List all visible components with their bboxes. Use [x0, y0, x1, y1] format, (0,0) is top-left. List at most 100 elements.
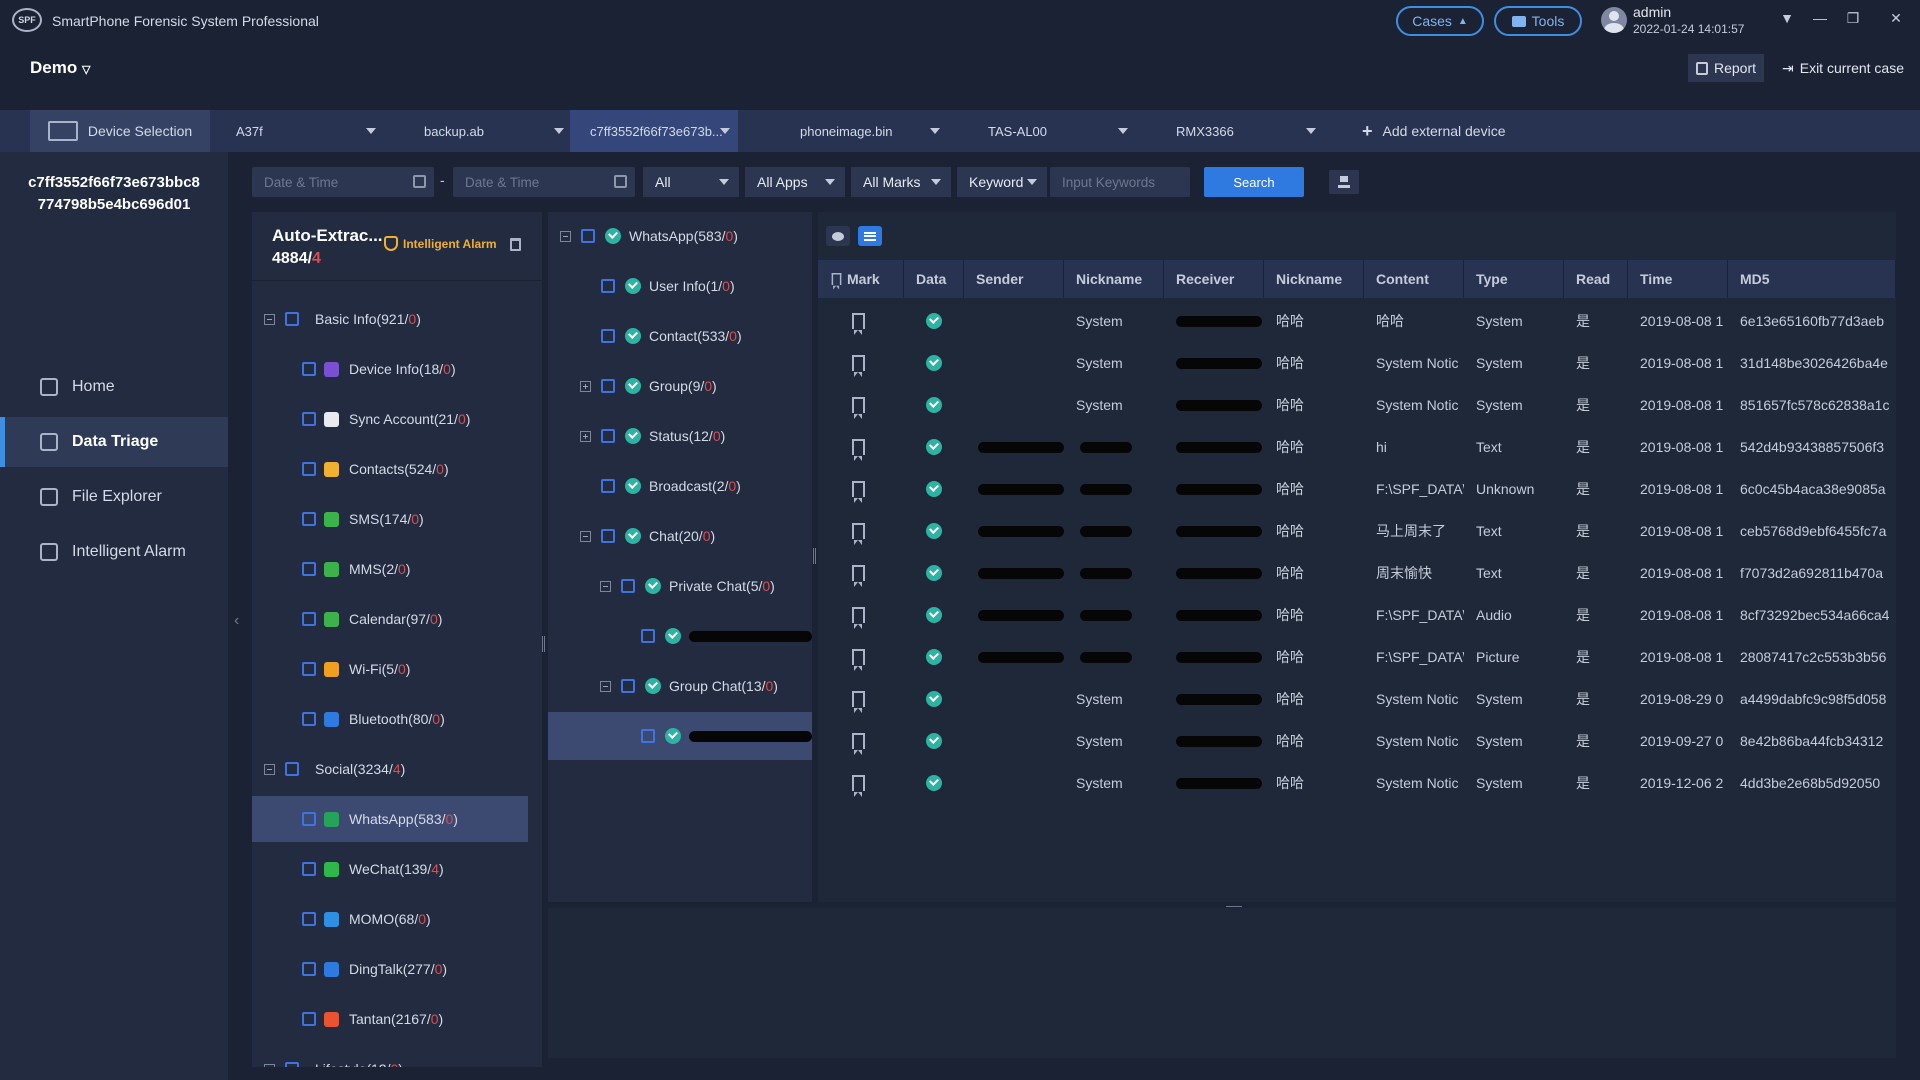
expand-icon[interactable] [580, 430, 591, 442]
category-row[interactable]: MMS(2/0) [252, 546, 542, 592]
checkbox[interactable] [302, 712, 316, 726]
subtree-row[interactable]: Status(12/0) [548, 416, 812, 456]
checkbox[interactable] [285, 312, 299, 326]
table-row[interactable]: 哈哈 F:\SPF_DATA\(Unknown 是 2019-08-08 1 6c0c4… [818, 468, 1896, 510]
checkbox[interactable] [601, 429, 615, 443]
table-row[interactable]: System 哈哈 System Notic System 是 2019-12-06 2 4… [818, 762, 1896, 804]
report-button[interactable]: Report [1688, 54, 1764, 82]
checkbox[interactable] [302, 612, 316, 626]
checkbox[interactable] [601, 479, 615, 493]
search-button[interactable]: Search [1204, 167, 1304, 197]
collapse-icon[interactable] [600, 580, 611, 592]
checkbox[interactable] [302, 412, 316, 426]
category-row[interactable]: Bluetooth(80/0) [252, 696, 542, 742]
list-view-button[interactable] [858, 226, 882, 246]
category-row[interactable]: Sync Account(21/0) [252, 396, 542, 442]
collapse-icon[interactable] [600, 680, 611, 692]
device-tab[interactable]: A37f [236, 110, 384, 152]
nav-item[interactable]: Data Triage [0, 417, 228, 467]
category-row[interactable]: SMS(174/0) [252, 496, 542, 542]
column-header[interactable]: Time [1628, 260, 1728, 298]
device-tab[interactable]: TAS-AL00 [988, 110, 1136, 152]
category-row[interactable]: Social(3234/4) [252, 746, 542, 792]
apps-dropdown[interactable]: All Apps [745, 167, 845, 197]
checkbox[interactable] [302, 912, 316, 926]
marks-dropdown[interactable]: All Marks [851, 167, 951, 197]
expand-icon[interactable] [264, 1063, 275, 1067]
bookmark-icon[interactable] [852, 397, 865, 419]
restore-icon[interactable]: ❐ [1846, 10, 1860, 26]
tools-button[interactable]: Tools [1494, 6, 1582, 36]
user-avatar-icon[interactable] [1601, 7, 1627, 33]
column-header[interactable]: MD5 [1728, 260, 1896, 298]
date-to-field[interactable]: Date & Time [453, 167, 635, 197]
exit-case-button[interactable]: ⇥ Exit current case [1782, 54, 1904, 82]
nav-item[interactable]: File Explorer [0, 472, 228, 522]
column-header[interactable]: Sender [964, 260, 1064, 298]
category-row[interactable]: MOMO(68/0) [252, 896, 542, 942]
category-row[interactable]: Calendar(97/0) [252, 596, 542, 642]
table-row[interactable]: System 哈哈 System Notic System 是 2019-08-08 1 8… [818, 384, 1896, 426]
checkbox[interactable] [302, 462, 316, 476]
chat-view-button[interactable] [826, 226, 850, 246]
bookmark-icon[interactable] [852, 523, 865, 545]
nav-item[interactable]: Home [0, 362, 228, 412]
device-tab[interactable]: backup.ab [424, 110, 572, 152]
checkbox[interactable] [302, 662, 316, 676]
table-row[interactable]: System 哈哈 System Notic System 是 2019-08-08 1 3… [818, 342, 1896, 384]
table-row[interactable]: 哈哈 周末愉快 Text 是 2019-08-08 1 f7073d2a692811b47… [818, 552, 1896, 594]
subtree-row[interactable] [548, 616, 812, 656]
search-mode-dropdown[interactable]: Keyword [957, 167, 1047, 197]
bookmark-icon[interactable] [852, 775, 865, 797]
checkbox[interactable] [641, 629, 655, 643]
trash-icon[interactable] [510, 238, 521, 251]
checkbox[interactable] [581, 229, 595, 243]
table-row[interactable]: 哈哈 马上周末了 Text 是 2019-08-08 1 ceb5768d9ebf6455… [818, 510, 1896, 552]
collapse-sidebar-icon[interactable]: ‹ [234, 612, 240, 629]
table-row[interactable]: 哈哈 hi Text 是 2019-08-08 1 542d4b93438857506f3 [818, 426, 1896, 468]
bookmark-icon[interactable] [852, 607, 865, 629]
close-icon[interactable]: ✕ [1890, 10, 1902, 26]
add-external-device-button[interactable]: + Add external device [1362, 110, 1505, 152]
column-header[interactable]: Nickname [1064, 260, 1164, 298]
bookmark-icon[interactable] [852, 355, 865, 377]
keyword-input[interactable]: Input Keywords [1050, 167, 1190, 197]
bookmark-icon[interactable] [852, 565, 865, 587]
table-row[interactable]: System 哈哈 哈哈 System 是 2019-08-08 1 6e13e65160f… [818, 300, 1896, 342]
panel-resize-handle-icon[interactable] [542, 636, 545, 652]
dropdown-icon[interactable]: ▼ [1780, 10, 1794, 26]
category-row[interactable]: WeChat(139/4) [252, 846, 542, 892]
bookmark-icon[interactable] [852, 691, 865, 713]
collapse-icon[interactable] [580, 530, 591, 542]
panel-resize-handle-icon[interactable] [813, 548, 816, 564]
column-header[interactable]: Type [1464, 260, 1564, 298]
checkbox[interactable] [302, 962, 316, 976]
category-row[interactable]: Basic Info(921/0) [252, 296, 542, 342]
category-row[interactable]: Tantan(2167/0) [252, 996, 542, 1042]
bookmark-icon[interactable] [852, 481, 865, 503]
table-row[interactable]: System 哈哈 System Notic System 是 2019-08-29 0 a… [818, 678, 1896, 720]
cases-button[interactable]: Cases ▲ [1396, 6, 1484, 36]
subtree-row[interactable]: User Info(1/0) [548, 266, 812, 306]
column-header[interactable]: Content [1364, 260, 1464, 298]
checkbox[interactable] [601, 279, 615, 293]
collapse-icon[interactable] [264, 313, 275, 325]
collapse-icon[interactable] [560, 230, 571, 242]
subtree-row[interactable]: Chat(20/0) [548, 516, 812, 556]
checkbox[interactable] [302, 362, 316, 376]
subtree-row[interactable]: Group(9/0) [548, 366, 812, 406]
checkbox[interactable] [302, 562, 316, 576]
device-tab[interactable]: c7ff3552f66f73e673b... [570, 110, 738, 152]
column-header[interactable]: Read [1564, 260, 1628, 298]
category-row[interactable]: Device Info(18/0) [252, 346, 542, 392]
device-tab[interactable]: RMX3366 [1176, 110, 1324, 152]
checkbox[interactable] [285, 762, 299, 776]
subtree-row[interactable]: Contact(533/0) [548, 316, 812, 356]
checkbox[interactable] [621, 579, 635, 593]
collapse-icon[interactable] [264, 763, 275, 775]
export-button[interactable] [1329, 170, 1359, 194]
category-row[interactable]: DingTalk(277/0) [252, 946, 542, 992]
bookmark-icon[interactable] [852, 733, 865, 755]
subtree-row[interactable]: Broadcast(2/0) [548, 466, 812, 506]
checkbox[interactable] [302, 1012, 316, 1026]
